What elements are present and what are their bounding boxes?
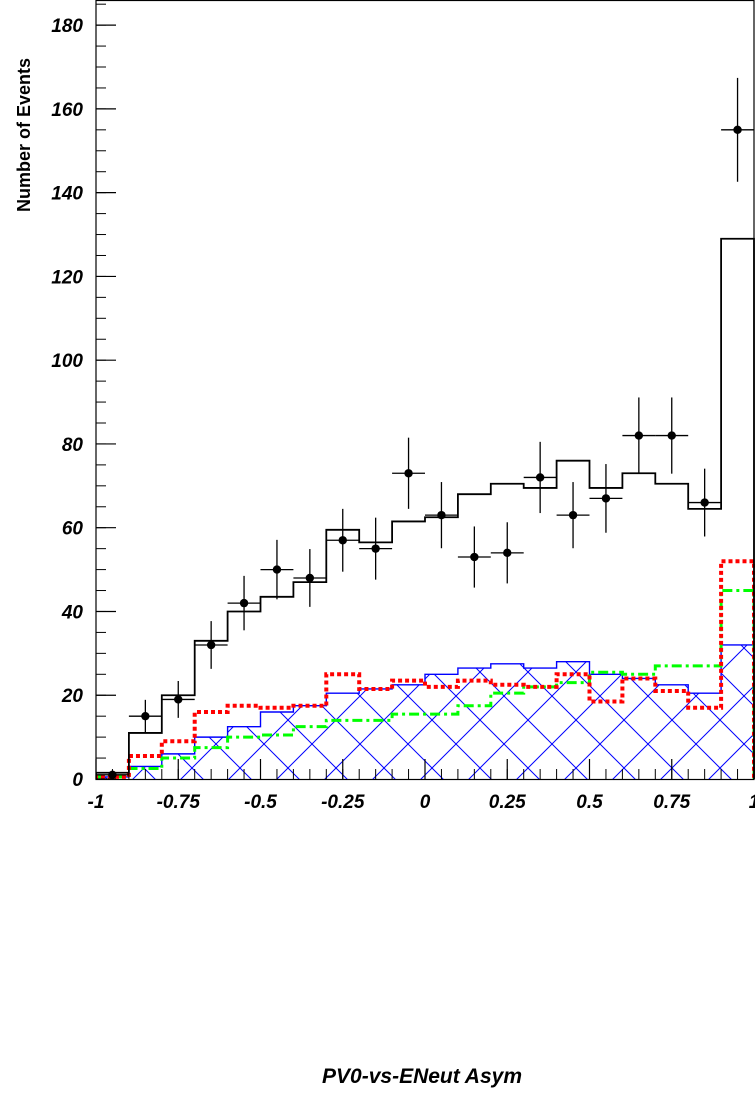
data-point (589, 464, 623, 533)
data-marker (437, 510, 446, 520)
data-marker (470, 552, 479, 562)
x-tick-label: -0.75 (157, 792, 201, 813)
data-marker (535, 473, 545, 482)
data-marker (700, 498, 709, 507)
data-point (622, 397, 656, 474)
x-tick-label: 0 (420, 792, 431, 813)
y-tick-label: 140 (51, 184, 83, 205)
data-point (688, 468, 722, 537)
data-point (425, 482, 458, 549)
y-tick-label: 20 (61, 686, 84, 707)
data-point (457, 526, 491, 588)
data-point (161, 680, 195, 718)
data-marker (174, 695, 183, 704)
y-tick-label: 0 (72, 770, 83, 791)
data-point (128, 699, 162, 733)
data-point (392, 437, 425, 509)
x-axis-title: PV0-vs-ENeut Asym (322, 1065, 522, 1088)
y-tick-label: 40 (61, 602, 84, 623)
data-marker (404, 469, 413, 478)
x-tick-label: 0.75 (653, 792, 690, 813)
x-tick-label: 0.25 (489, 792, 526, 813)
data-point (556, 482, 590, 549)
data-point (326, 508, 360, 572)
data-marker (141, 711, 150, 721)
data-marker (371, 544, 380, 553)
x-tick-label: -0.25 (321, 792, 365, 813)
data-point (721, 77, 754, 182)
data-point (359, 517, 393, 580)
x-tick-label: -0.5 (244, 792, 277, 813)
data-point (293, 549, 327, 607)
data-marker (503, 548, 512, 558)
data-marker (272, 565, 282, 574)
green-dashdot-histogram (96, 589, 755, 779)
black-solid-histogram (96, 237, 755, 779)
data-point (227, 575, 261, 631)
y-tick-label: 100 (51, 351, 83, 372)
data-point (194, 621, 228, 669)
data-point (523, 441, 557, 514)
data-points (96, 77, 754, 780)
y-axis-title: Number of Events (14, 58, 34, 212)
data-marker (634, 431, 644, 440)
data-marker (601, 494, 611, 503)
data-marker (568, 510, 578, 520)
y-tick-label: 160 (51, 100, 83, 121)
data-marker (733, 125, 742, 135)
red-dotted-histogram (96, 559, 755, 779)
x-tick-label: 0.5 (576, 792, 603, 813)
y-tick-label: 80 (62, 435, 84, 456)
data-point (260, 539, 294, 600)
x-tick-label: 1 (749, 792, 755, 813)
data-point (655, 397, 689, 474)
data-point (490, 522, 524, 584)
y-tick-label: 120 (51, 267, 83, 288)
axes (95, 3, 755, 780)
y-tick-label: 60 (62, 519, 84, 540)
histogram-series (96, 237, 755, 779)
y-tick-label: 180 (51, 16, 83, 37)
data-marker (338, 536, 347, 545)
x-tick-label: -1 (88, 792, 105, 813)
data-marker (667, 431, 676, 440)
tick-labels: -1 -0.75 -0.5 -0.25 0 0.25 0.5 0.75 1 0 20 40 60 80 10… (51, 16, 755, 813)
data-marker (305, 573, 315, 583)
data-marker (206, 640, 216, 650)
data-marker (239, 598, 249, 608)
